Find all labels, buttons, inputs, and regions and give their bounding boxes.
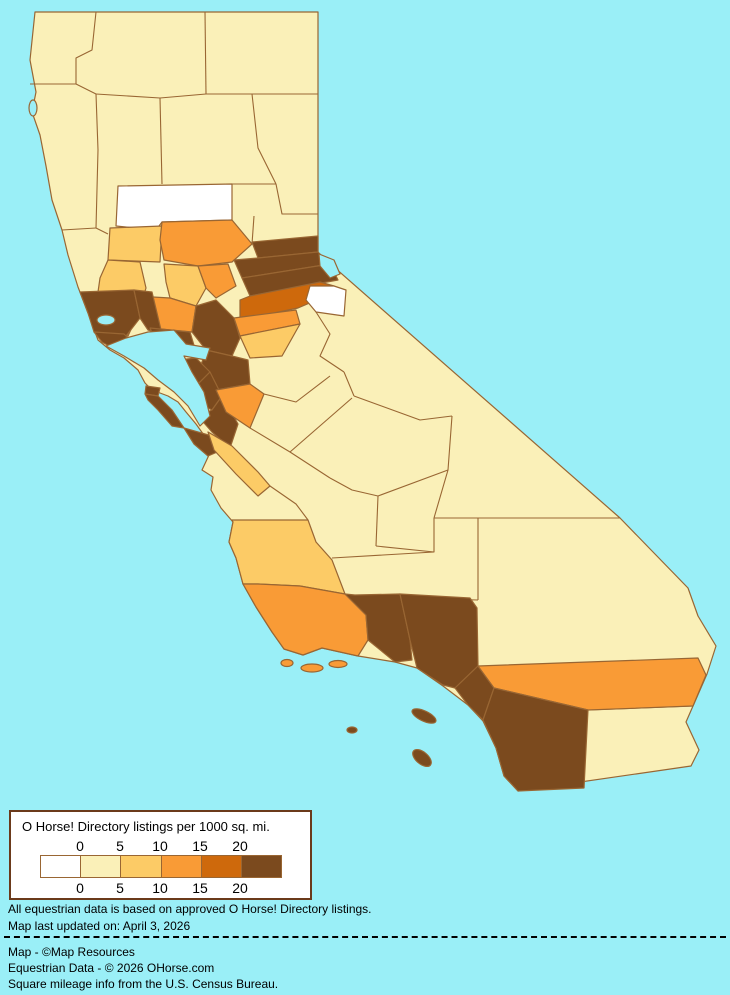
legend-color-ramp — [40, 855, 282, 878]
county-calaveras — [239, 323, 301, 359]
county-sacramento — [191, 299, 241, 357]
channel-island-1 — [280, 658, 294, 668]
county-sonoma — [79, 289, 141, 337]
legend-tick-label: 10 — [152, 838, 168, 854]
legend-title: O Horse! Directory listings per 1000 sq.… — [22, 819, 270, 834]
legend-swatch-1 — [80, 856, 121, 877]
county-ventura — [344, 593, 413, 663]
dashed-separator — [4, 936, 726, 938]
legend-tick-label: 15 — [192, 838, 208, 854]
lake-tahoe — [318, 253, 341, 279]
county-san-mateo — [144, 393, 185, 429]
legend-tick-label: 0 — [76, 880, 84, 896]
census-credit: Square mileage info from the U.S. Census… — [8, 977, 279, 991]
water-features — [28, 99, 341, 427]
county-placer — [241, 263, 339, 297]
legend-swatch-4 — [200, 856, 241, 877]
county-yuba — [197, 263, 237, 299]
legend-tick-label: 10 — [152, 880, 168, 896]
catalina-island-2 — [346, 726, 358, 734]
county-santa-cruz — [183, 427, 223, 457]
county-los-angeles — [399, 593, 479, 689]
legend-swatch-2 — [120, 856, 161, 877]
map-updated-note: Map last updated on: April 3, 2026 — [8, 919, 191, 933]
humboldt-bay — [28, 99, 38, 117]
legend-box: O Horse! Directory listings per 1000 sq.… — [9, 810, 312, 900]
county-butte — [159, 219, 253, 267]
catalina-island-3 — [412, 748, 432, 768]
map-credit: Map - ©Map Resources — [8, 945, 135, 959]
catalina-island-1 — [411, 708, 437, 724]
legend-swatch-0 — [41, 856, 81, 877]
channel-island-3 — [328, 659, 348, 669]
county-stanislaus — [215, 383, 265, 429]
county-border-lines — [30, 11, 694, 788]
channel-island-2 — [300, 663, 324, 673]
legend-swatch-5 — [240, 856, 282, 877]
county-alpine — [305, 285, 347, 317]
legend-ticks-top: 0 5 10 15 20 — [11, 838, 310, 854]
san-francisco-bay — [105, 329, 211, 427]
county-san-diego — [482, 687, 589, 792]
legend-swatch-3 — [160, 856, 201, 877]
county-santa-barbara — [242, 583, 369, 657]
legend-tick-label: 5 — [116, 880, 124, 896]
legend-tick-label: 20 — [232, 838, 248, 854]
legend-tick-label: 0 — [76, 838, 84, 854]
county-san-benito — [207, 431, 271, 497]
county-glenn — [107, 225, 163, 263]
legend-ticks-bottom: 0 5 10 15 20 — [11, 880, 310, 896]
legend-tick-label: 20 — [232, 880, 248, 896]
data-credit: Equestrian Data - © 2026 OHorse.com — [8, 961, 215, 975]
clear-lake — [96, 314, 116, 326]
legend-tick-label: 15 — [192, 880, 208, 896]
legend-tick-label: 5 — [116, 838, 124, 854]
data-disclaimer: All equestrian data is based on approved… — [8, 902, 372, 916]
islands — [280, 658, 437, 768]
